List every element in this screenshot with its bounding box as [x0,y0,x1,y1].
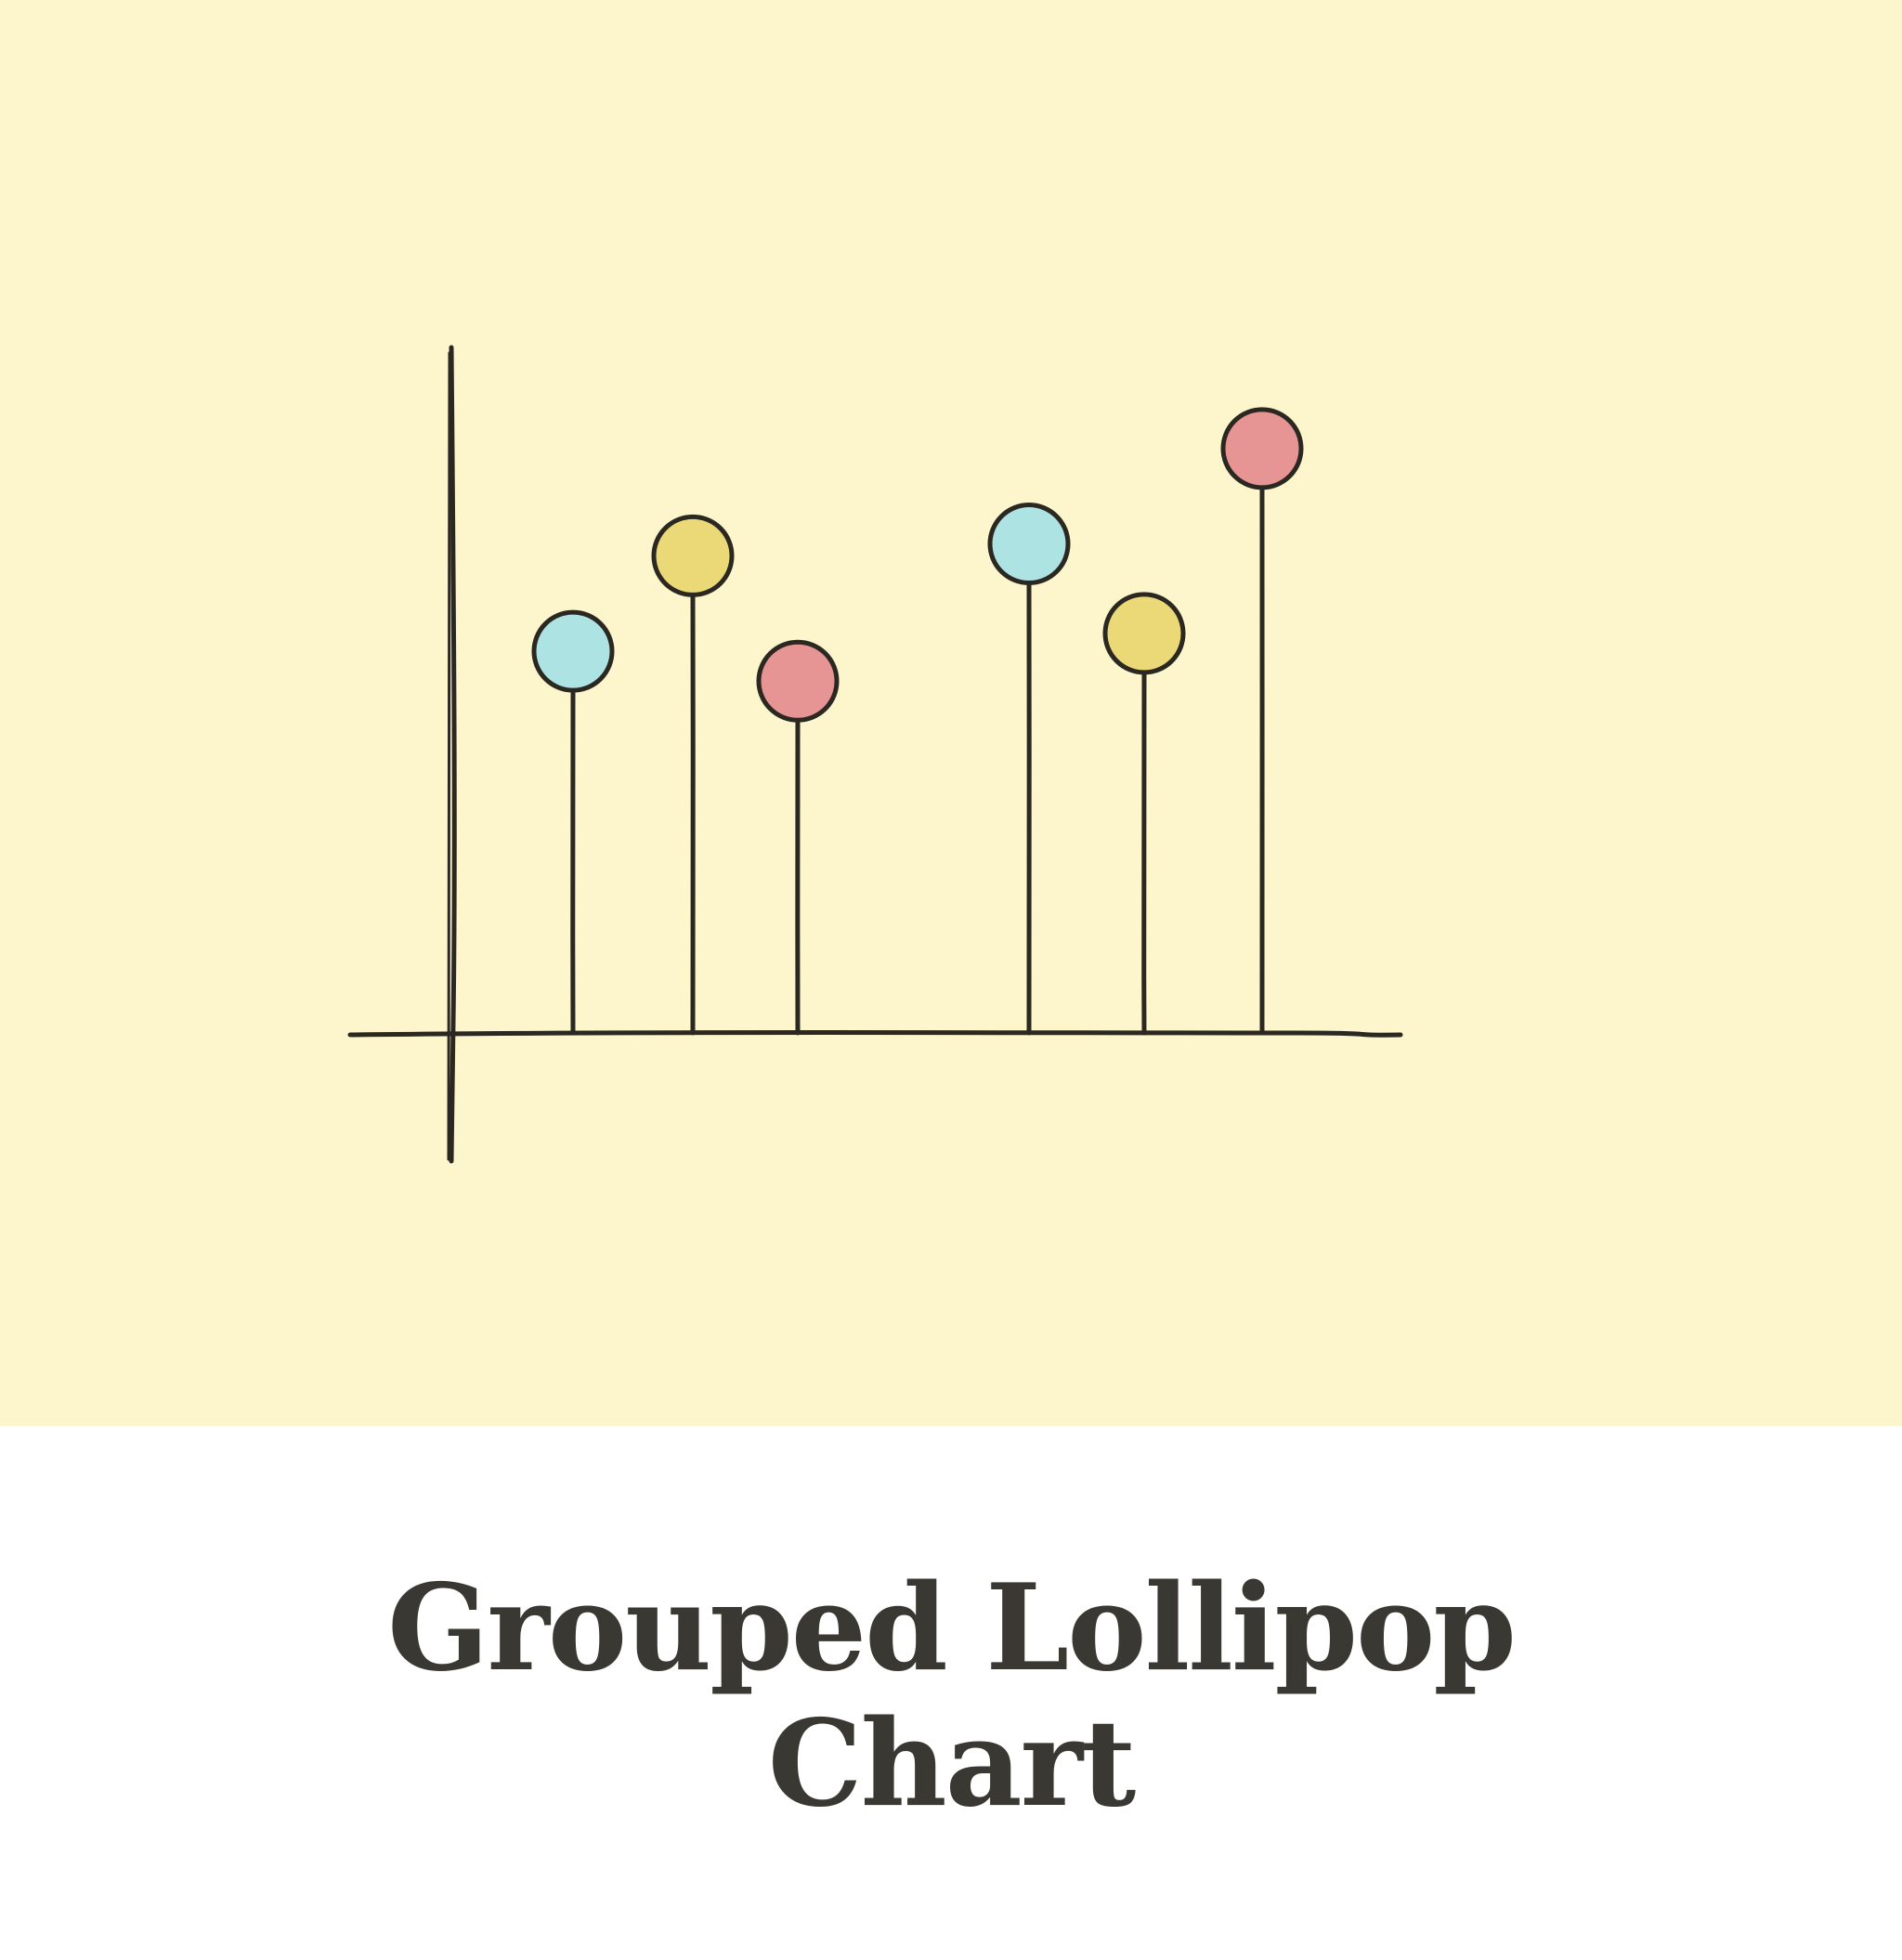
lollipop-head-red [756,639,840,723]
title-line-2: Chart [767,1694,1136,1834]
page-title: Grouped Lollipop Chart [0,1561,1902,1832]
lollipop-head-yellow [651,514,735,597]
lollipop-chart-icon [347,345,1403,1164]
lollipop-head-cyan [987,503,1071,586]
lollipop-group [531,407,1304,1036]
lollipop-stem [795,717,801,1036]
lollipop-head-yellow [1102,592,1186,675]
y-axis-line [449,345,457,1164]
x-axis-line [347,1030,1403,1038]
lollipop-head-red [1220,407,1304,490]
lollipop-stem [1259,485,1265,1036]
illustration-panel [0,0,1902,1426]
lollipop-head-cyan [531,609,615,693]
title-line-1: Grouped Lollipop [387,1559,1517,1698]
lollipop-stem [1141,670,1147,1036]
lollipop-stem [570,687,576,1036]
lollipop-stem [1026,581,1032,1036]
lollipop-stem [690,592,696,1036]
